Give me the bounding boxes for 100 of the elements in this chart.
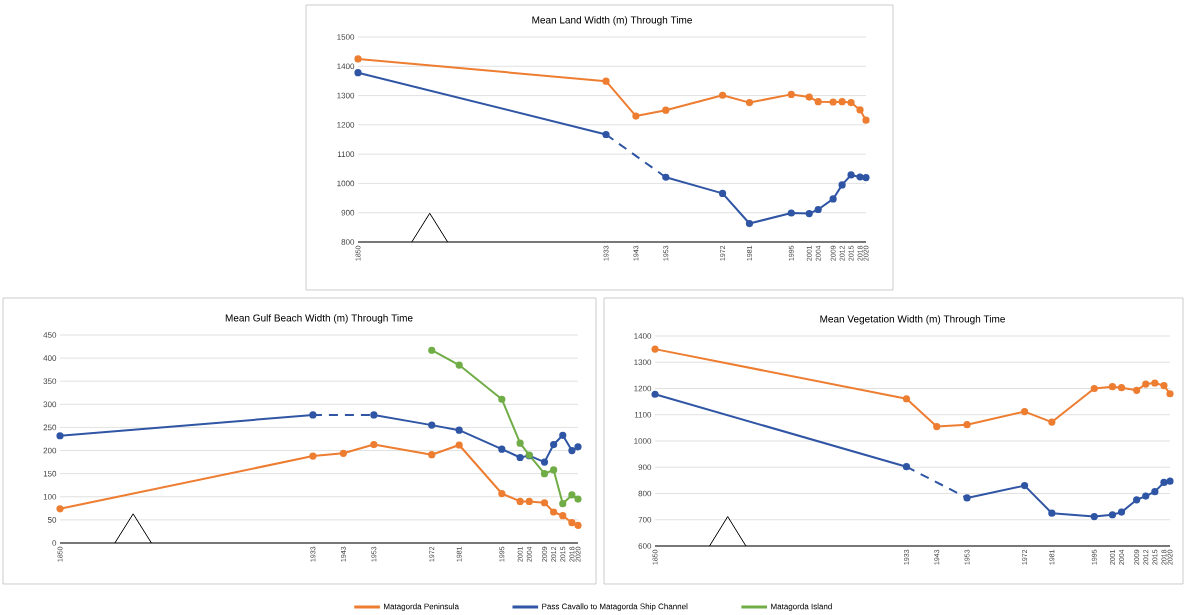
y-tick-label: 1100 <box>634 412 652 418</box>
point <box>1090 385 1098 393</box>
y-tick-label: 300 <box>43 401 57 408</box>
point <box>838 98 846 106</box>
point <box>829 195 837 203</box>
y-tick-label: 250 <box>43 424 57 431</box>
point <box>455 361 463 369</box>
point <box>559 500 567 508</box>
point <box>718 189 727 198</box>
point <box>1166 390 1174 398</box>
point <box>847 171 855 179</box>
point <box>550 441 558 449</box>
y-tick-label: 900 <box>638 464 652 471</box>
y-tick-label: 1300 <box>634 359 652 366</box>
y-tick-label: 1400 <box>634 333 652 339</box>
point <box>354 69 362 77</box>
point <box>829 98 837 106</box>
point <box>1142 380 1150 388</box>
point <box>498 395 506 404</box>
y-tick-label: 1300 <box>337 92 355 99</box>
y-tick-label: 150 <box>43 471 57 477</box>
y-tick-label: 900 <box>341 210 355 216</box>
point <box>862 174 870 182</box>
y-tick-label: 50 <box>47 517 57 523</box>
legend-label: Matagorda Peninsula <box>384 603 459 611</box>
point <box>516 454 524 462</box>
point <box>847 99 855 107</box>
legend-label: Pass Cavallo to Matagorda Ship Channel <box>542 603 688 611</box>
point <box>651 390 659 399</box>
point <box>574 443 582 451</box>
point <box>1133 496 1141 504</box>
point <box>933 423 941 431</box>
point <box>455 441 463 449</box>
point <box>856 173 864 181</box>
chart-title: Mean Land Width (m) Through Time <box>532 16 692 26</box>
point <box>568 491 576 499</box>
point <box>370 411 378 419</box>
point <box>540 458 549 466</box>
y-tick-label: 800 <box>638 490 652 497</box>
point <box>574 495 582 503</box>
point <box>428 451 436 459</box>
point <box>550 508 558 516</box>
point <box>1133 386 1141 395</box>
point <box>568 519 576 527</box>
y-tick-label: 1500 <box>337 34 355 40</box>
point <box>1020 408 1029 416</box>
y-tick-label: 600 <box>638 543 652 549</box>
point <box>540 499 549 507</box>
point <box>1151 379 1159 387</box>
point <box>787 209 795 217</box>
point <box>568 447 576 455</box>
point <box>902 395 911 403</box>
y-tick-label: 1100 <box>337 151 355 158</box>
point <box>309 452 317 460</box>
y-tick-label: 400 <box>43 355 57 362</box>
point <box>856 106 864 114</box>
chart-title: Mean Vegetation Width (m) Through Time <box>820 315 1005 325</box>
point <box>516 439 524 447</box>
y-tick-label: 450 <box>43 332 57 338</box>
point <box>56 432 64 440</box>
y-tick-label: 1400 <box>337 63 355 70</box>
point <box>516 497 524 506</box>
point <box>902 463 911 471</box>
point <box>963 494 971 502</box>
point <box>455 426 463 434</box>
point <box>1151 488 1159 496</box>
point <box>651 345 659 353</box>
y-tick-label: 100 <box>43 494 57 500</box>
point <box>525 497 533 506</box>
y-tick-label: 350 <box>43 378 57 385</box>
point <box>1160 382 1168 390</box>
point <box>498 445 506 453</box>
point <box>339 449 347 458</box>
point <box>602 77 610 85</box>
chart-title: Mean Gulf Beach Width (m) Through Time <box>225 314 413 324</box>
point <box>1166 477 1174 485</box>
point <box>428 346 436 355</box>
point <box>540 470 549 478</box>
point <box>602 131 610 139</box>
y-tick-label: 1200 <box>337 122 355 128</box>
point <box>56 505 64 513</box>
point <box>1048 509 1056 517</box>
y-tick-label: 800 <box>341 239 355 245</box>
point <box>1020 482 1029 490</box>
point <box>662 173 670 182</box>
point <box>745 99 754 107</box>
point <box>1142 492 1150 500</box>
y-tick-label: 200 <box>43 447 57 454</box>
point <box>632 112 640 120</box>
point <box>428 421 436 429</box>
point <box>805 93 813 101</box>
point <box>309 411 317 419</box>
y-tick-label: 0 <box>52 540 57 546</box>
point <box>550 466 558 474</box>
point <box>1108 383 1117 391</box>
point <box>862 116 870 124</box>
point <box>718 91 727 100</box>
point <box>1108 511 1117 519</box>
point <box>559 431 567 440</box>
point <box>370 441 378 449</box>
